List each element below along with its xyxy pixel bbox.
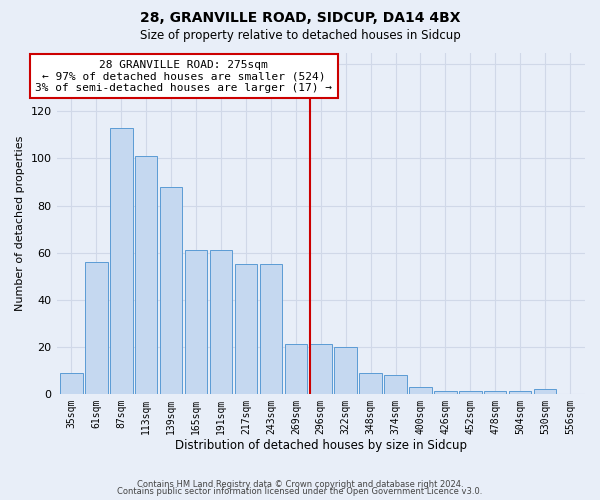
Bar [210, 250, 232, 394]
Text: 28, GRANVILLE ROAD, SIDCUP, DA14 4BX: 28, GRANVILLE ROAD, SIDCUP, DA14 4BX [140, 11, 460, 25]
Text: Contains public sector information licensed under the Open Government Licence v3: Contains public sector information licen… [118, 488, 482, 496]
Bar [434, 392, 457, 394]
Text: Contains HM Land Registry data © Crown copyright and database right 2024.: Contains HM Land Registry data © Crown c… [137, 480, 463, 489]
Bar [509, 392, 532, 394]
Bar [459, 392, 482, 394]
Bar [160, 186, 182, 394]
Bar [135, 156, 157, 394]
Bar [334, 347, 357, 394]
Bar [235, 264, 257, 394]
Bar [534, 389, 556, 394]
Bar [409, 387, 431, 394]
X-axis label: Distribution of detached houses by size in Sidcup: Distribution of detached houses by size … [175, 440, 467, 452]
Y-axis label: Number of detached properties: Number of detached properties [15, 136, 25, 311]
Text: Size of property relative to detached houses in Sidcup: Size of property relative to detached ho… [140, 29, 460, 42]
Bar [359, 372, 382, 394]
Text: 28 GRANVILLE ROAD: 275sqm
← 97% of detached houses are smaller (524)
3% of semi-: 28 GRANVILLE ROAD: 275sqm ← 97% of detac… [35, 60, 332, 93]
Bar [385, 375, 407, 394]
Bar [260, 264, 282, 394]
Bar [484, 392, 506, 394]
Bar [85, 262, 107, 394]
Bar [110, 128, 133, 394]
Bar [284, 344, 307, 394]
Bar [310, 344, 332, 394]
Bar [60, 372, 83, 394]
Bar [185, 250, 208, 394]
